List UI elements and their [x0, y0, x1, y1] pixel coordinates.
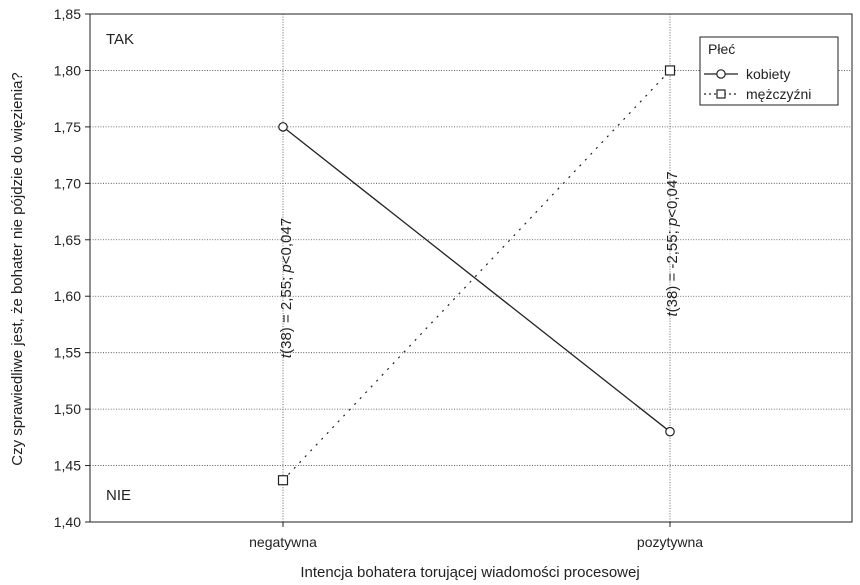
y-tick-label: 1,60 — [54, 288, 81, 304]
legend-marker-kobiety — [716, 69, 726, 79]
y-tick-label: 1,50 — [54, 401, 81, 417]
legend-item-mezczyzni: mężczyźni — [704, 86, 811, 102]
y-tick-label: 1,75 — [54, 119, 81, 135]
corner-label-bottom: NIE — [106, 487, 131, 504]
y-tick-label: 1,70 — [54, 175, 81, 191]
x-axis-title: Intencja bohatera torującej wiadomości p… — [300, 564, 639, 581]
point-mezczyzni — [664, 65, 676, 76]
y-tick-label: 1,80 — [54, 62, 81, 78]
y-axis-title: Czy sprawiedliwe jest, że bohater nie pó… — [9, 72, 26, 466]
point-mezczyzni — [277, 475, 289, 486]
point-kobiety — [665, 426, 675, 437]
x-tick-label: pozytywna — [637, 534, 703, 550]
annotation-negatywna: t(38) = 2,55; p<0,047 — [278, 218, 295, 358]
legend-item-kobiety: kobiety — [704, 66, 790, 82]
y-tick-label: 1,55 — [54, 345, 81, 361]
y-tick-label: 1,85 — [54, 6, 81, 22]
x-tick-labels: negatywna pozytywna — [249, 522, 703, 550]
corner-label-top: TAK — [106, 31, 134, 48]
series-line-kobiety — [282, 126, 671, 433]
legend-label-mezczyzni: mężczyźni — [746, 86, 811, 102]
legend-title: Płeć — [708, 41, 735, 57]
legend-marker-mezczyzni — [716, 89, 726, 99]
series-layer — [277, 65, 676, 486]
point-kobiety — [278, 122, 288, 132]
series-line-mezczyzni — [282, 70, 671, 481]
legend-label-kobiety: kobiety — [746, 66, 790, 82]
y-tick-label: 1,40 — [54, 514, 81, 530]
annotation-pozytywna: t(38) = -2,55; p<0,047 — [664, 171, 681, 316]
y-tick-label: 1,65 — [54, 232, 81, 248]
legend: Płeć kobiety mężczyźni — [699, 36, 839, 106]
y-tick-label: 1,45 — [54, 458, 81, 474]
y-tick-labels: 1,40 1,45 1,50 1,55 1,60 1,65 1,70 1,75 1,80 1,85 — [54, 6, 90, 530]
x-tick-label: negatywna — [249, 534, 317, 550]
